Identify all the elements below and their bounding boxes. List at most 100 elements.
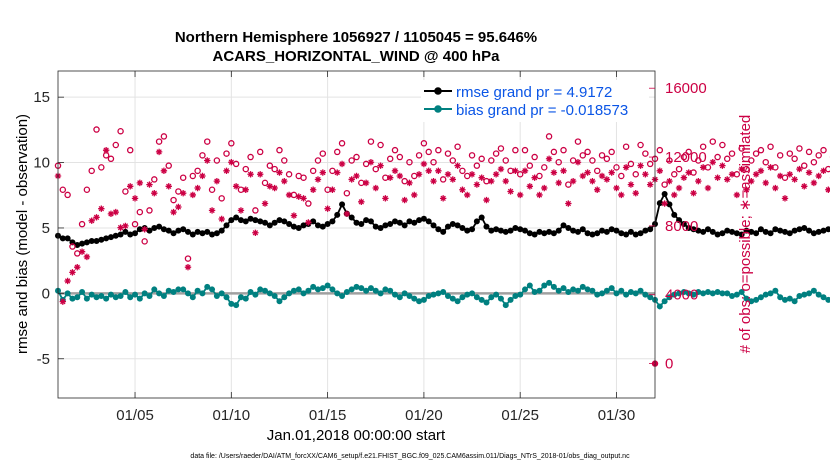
assimilated-obs-point: [276, 169, 283, 176]
bias-point: [589, 287, 596, 294]
rmse-point: [117, 231, 124, 238]
rmse-point: [329, 218, 336, 225]
bias-point: [363, 287, 370, 294]
plot-frame: [57, 70, 656, 399]
bias-point: [237, 294, 244, 301]
assimilated-obs-point: [420, 160, 428, 168]
assimilated-obs-point: [295, 193, 302, 200]
assimilated-obs-point: [237, 207, 245, 214]
y-right-tick-label: 8000: [665, 218, 698, 235]
assimilated-obs-point: [194, 184, 201, 192]
rmse-point: [314, 222, 321, 229]
rmse-point: [435, 226, 442, 233]
assimilated-obs-point: [772, 184, 779, 192]
legend-marker-rmse: [434, 87, 442, 95]
bias-point: [83, 295, 90, 302]
bias-point: [79, 289, 86, 296]
assimilated-obs-point: [825, 186, 830, 193]
assimilated-obs-point: [642, 171, 649, 178]
possible-obs-point: [752, 150, 760, 157]
possible-obs-point: [223, 150, 230, 157]
bias-point: [810, 287, 817, 294]
bias-point: [353, 283, 360, 290]
assimilated-obs-point: [613, 184, 620, 192]
possible-obs-point: [319, 150, 327, 157]
assimilated-obs-point: [454, 162, 461, 169]
assimilated-obs-point: [781, 195, 789, 202]
rmse-point: [666, 201, 673, 208]
bias-point: [531, 289, 538, 296]
possible-obs-point: [680, 153, 688, 161]
assimilated-obs-point: [507, 188, 514, 195]
assimilated-obs-point: [189, 191, 197, 199]
assimilated-obs-point: [521, 167, 529, 175]
possible-obs-point: [512, 146, 519, 154]
rmse-point: [685, 224, 692, 231]
possible-obs-point: [632, 171, 639, 178]
x-axis-ticks: 01/05 01/10 01/15 01/20 01/25 01/30: [116, 71, 635, 424]
bias-point: [574, 287, 581, 294]
possible-obs-point: [459, 167, 466, 175]
rmse-point: [189, 231, 196, 238]
bias-point: [488, 294, 495, 301]
possible-obs-point: [820, 146, 827, 154]
bias-point: [218, 290, 225, 297]
possible-obs-point: [300, 174, 307, 181]
rmse-point: [242, 218, 249, 225]
rmse-point: [59, 235, 66, 242]
assimilated-obs-point: [146, 181, 153, 188]
assimilated-obs-point: [127, 183, 134, 190]
rmse-point: [127, 231, 134, 238]
rmse-point: [743, 227, 750, 234]
bias-point: [146, 292, 153, 299]
assimilated-obs-point: [733, 191, 741, 199]
possible-obs-point: [179, 174, 187, 181]
bias-point: [613, 290, 620, 297]
possible-obs-point: [353, 153, 360, 161]
possible-obs-point: [98, 164, 105, 171]
y-right-tick-label: 12000: [665, 149, 707, 166]
possible-obs-point: [93, 126, 100, 133]
assimilated-obs-point: [69, 269, 76, 276]
rmse-point: [777, 227, 784, 234]
bias-point: [815, 291, 822, 298]
bias-point: [156, 290, 163, 297]
y-axis-left-label: rmse and bias (model - observation): [14, 114, 31, 354]
assimilated-obs-point: [257, 171, 264, 178]
assimilated-obs-point: [449, 176, 456, 183]
x-tick-label: 01/15: [309, 407, 347, 424]
possible-obs-point: [165, 162, 172, 169]
assimilated-obs-point: [714, 174, 721, 181]
possible-obs-point: [415, 152, 423, 159]
bias-point: [565, 289, 572, 296]
bias-point: [257, 286, 264, 293]
assimilated-obs-point: [752, 171, 760, 178]
assimilated-obs-point: [382, 195, 389, 202]
bias-point: [223, 294, 230, 301]
bias-point: [478, 296, 485, 303]
assimilated-obs-point: [743, 186, 750, 193]
possible-obs-point: [579, 152, 587, 159]
possible-obs-point: [666, 157, 673, 164]
assimilated-obs-point: [757, 167, 765, 175]
possible-obs-point: [439, 176, 447, 183]
possible-obs-point: [430, 158, 437, 166]
bias-point: [536, 287, 543, 294]
rmse-point: [753, 230, 760, 237]
possible-obs-point: [449, 157, 457, 164]
data-file-note: data file: /Users/raeder/DAI/ATM_forcXX/…: [190, 453, 630, 460]
rmse-point: [733, 230, 740, 237]
rmse-point: [425, 218, 432, 225]
y-right-tick-label: 4000: [665, 287, 698, 304]
bias-point: [141, 290, 148, 297]
possible-obs-point: [444, 150, 452, 157]
rmse-point: [387, 221, 394, 228]
assimilated-obs-point: [223, 167, 230, 175]
rmse-point: [257, 218, 264, 225]
possible-obs-point: [338, 140, 346, 147]
assimilated-obs-point: [281, 177, 288, 185]
bias-point: [473, 294, 480, 301]
assimilated-obs-point: [232, 183, 240, 190]
possible-obs-point: [805, 148, 813, 156]
